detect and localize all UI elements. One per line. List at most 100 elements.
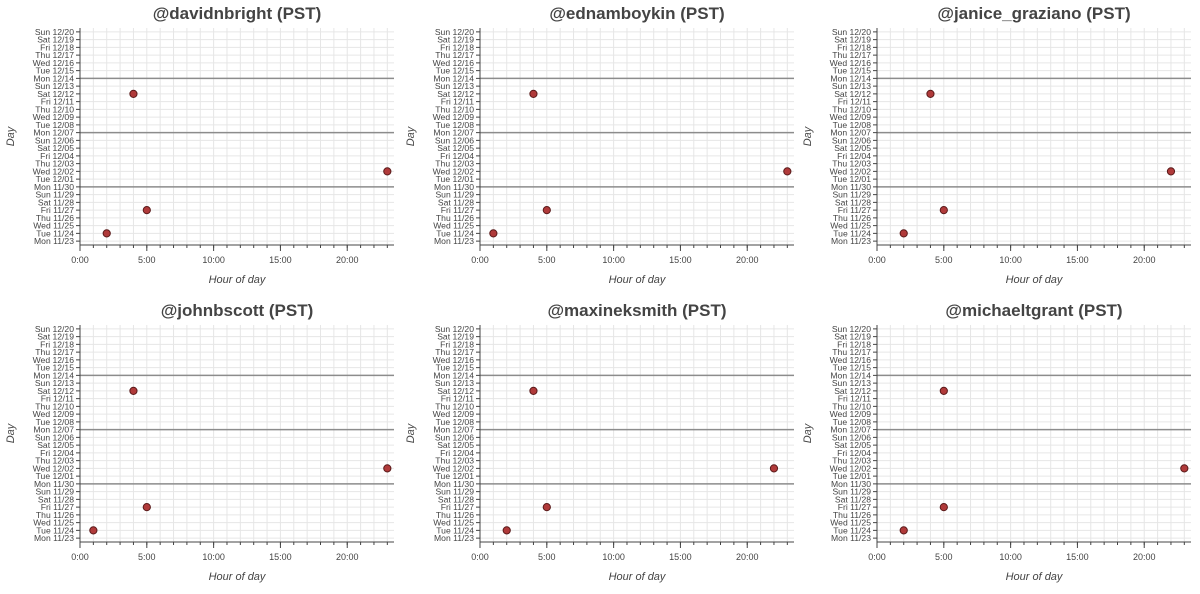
- y-tick-label: Tue 12/15: [833, 66, 872, 76]
- y-tick-label: Thu 12/17: [832, 50, 871, 60]
- y-tick-label: Sat 12/12: [437, 386, 474, 396]
- y-tick-label: Wed 12/02: [33, 463, 75, 473]
- y-tick-label: Thu 11/26: [36, 213, 74, 223]
- x-tick-label: 10:00: [602, 255, 625, 265]
- y-tick-label: Sat 12/19: [834, 332, 871, 342]
- y-tick-label: Thu 12/03: [435, 159, 474, 169]
- y-tick-label: Tue 12/08: [833, 417, 872, 427]
- y-tick-label: Sun 12/06: [435, 135, 474, 145]
- y-tick-label: Sat 12/19: [834, 35, 871, 45]
- y-tick-label: Mon 12/07: [830, 425, 871, 435]
- x-tick-label: 0:00: [471, 255, 489, 265]
- y-tick-label: Thu 12/10: [435, 104, 474, 114]
- x-tick-label: 20:00: [736, 552, 759, 562]
- x-tick-label: 20:00: [1133, 255, 1156, 265]
- x-tick-label: 0:00: [868, 255, 886, 265]
- y-tick-label: Tue 12/08: [436, 417, 475, 427]
- y-tick-label: Tue 12/08: [436, 120, 475, 130]
- data-point: [542, 503, 551, 512]
- y-tick-label: Thu 12/17: [35, 50, 74, 60]
- data-point: [529, 89, 538, 98]
- y-axis-label: Day: [802, 125, 814, 146]
- y-tick-label: Fri 11/27: [41, 205, 74, 215]
- y-tick-label: Tue 12/01: [833, 471, 872, 481]
- data-point: [926, 89, 935, 98]
- y-tick-label: Sun 11/29: [832, 487, 871, 497]
- x-axis-label: Hour of day: [609, 571, 667, 583]
- y-tick-label: Sun 12/20: [435, 27, 474, 37]
- y-tick-label: Sun 12/06: [832, 432, 871, 442]
- y-tick-label: Sat 12/05: [37, 440, 74, 450]
- y-tick-label: Tue 11/24: [833, 228, 871, 238]
- y-tick-label: Mon 12/14: [830, 370, 871, 380]
- y-tick-label: Mon 11/30: [434, 182, 474, 192]
- y-tick-label: Tue 11/24: [36, 228, 74, 238]
- y-tick-label: Sun 12/13: [832, 378, 871, 388]
- y-tick-label: Fri 11/27: [41, 502, 74, 512]
- y-tick-label: Wed 12/09: [433, 112, 475, 122]
- y-tick-label: Tue 12/01: [436, 471, 475, 481]
- x-tick-label: 15:00: [669, 255, 692, 265]
- y-tick-label: Wed 12/02: [33, 166, 75, 176]
- y-tick-label: Sat 12/05: [834, 440, 871, 450]
- y-tick-label: Mon 12/07: [433, 128, 474, 138]
- y-tick-label: Mon 12/14: [830, 73, 871, 83]
- x-tick-label: 0:00: [471, 552, 489, 562]
- y-tick-label: Thu 12/03: [35, 456, 74, 466]
- y-tick-label: Mon 12/14: [33, 370, 74, 380]
- y-tick-label: Thu 12/03: [832, 159, 871, 169]
- data-point: [542, 206, 551, 215]
- x-tick-label: 15:00: [1066, 255, 1089, 265]
- data-point: [899, 229, 908, 238]
- chart-panel: @johnbscott (PST) Mon 11/23 Tue 11/24 Wed 1…: [0, 297, 400, 594]
- data-point: [502, 526, 511, 535]
- x-tick-label: 5:00: [538, 255, 556, 265]
- data-point: [783, 167, 792, 176]
- y-tick-label: Sun 12/20: [435, 324, 474, 334]
- y-tick-label: Mon 12/07: [433, 425, 474, 435]
- y-tick-label: Sun 11/29: [832, 190, 871, 200]
- y-tick-label: Thu 12/10: [435, 401, 474, 411]
- y-tick-label: Sat 12/12: [37, 89, 74, 99]
- x-tick-label: 20:00: [736, 255, 759, 265]
- chart-panel: @ednamboykin (PST) Mon 11/23 Tue 11/24 Wed …: [400, 0, 800, 297]
- x-tick-label: 10:00: [999, 552, 1022, 562]
- y-tick-label: Wed 12/09: [433, 409, 475, 419]
- y-tick-label: Sat 12/12: [37, 386, 74, 396]
- data-point: [89, 526, 98, 535]
- x-tick-label: 5:00: [935, 255, 953, 265]
- y-tick-label: Tue 12/08: [833, 120, 872, 130]
- x-tick-label: 15:00: [269, 552, 292, 562]
- y-tick-label: Thu 12/10: [35, 401, 74, 411]
- y-tick-label: Fri 12/18: [40, 42, 74, 52]
- y-tick-label: Thu 12/03: [35, 159, 74, 169]
- y-tick-label: Tue 12/01: [436, 174, 475, 184]
- x-axis-label: Hour of day: [1006, 274, 1064, 286]
- y-tick-label: Fri 12/11: [441, 394, 474, 404]
- chart-title: @ednamboykin (PST): [549, 4, 724, 23]
- y-axis-label: Day: [802, 422, 814, 443]
- chart-title: @michaeltgrant (PST): [945, 301, 1122, 320]
- x-tick-label: 15:00: [269, 255, 292, 265]
- data-point: [102, 229, 111, 238]
- x-tick-label: 20:00: [336, 255, 359, 265]
- y-tick-label: Thu 12/17: [35, 347, 74, 357]
- data-point: [383, 167, 392, 176]
- y-tick-label: Tue 12/08: [36, 417, 75, 427]
- y-axis-label: Day: [5, 422, 17, 443]
- y-tick-label: Tue 11/24: [436, 525, 474, 535]
- y-tick-label: Fri 12/04: [40, 151, 74, 161]
- x-tick-label: 5:00: [935, 552, 953, 562]
- y-tick-label: Fri 12/11: [838, 97, 871, 107]
- y-tick-label: Sun 11/29: [435, 487, 474, 497]
- y-tick-label: Tue 12/15: [833, 363, 872, 373]
- x-axis-label: Hour of day: [609, 274, 667, 286]
- y-tick-label: Mon 12/07: [33, 128, 74, 138]
- y-tick-label: Wed 12/02: [830, 166, 872, 176]
- y-tick-label: Sat 12/05: [37, 143, 74, 153]
- y-tick-label: Tue 11/24: [833, 525, 871, 535]
- x-tick-label: 15:00: [669, 552, 692, 562]
- chart-title: @maxineksmith (PST): [547, 301, 726, 320]
